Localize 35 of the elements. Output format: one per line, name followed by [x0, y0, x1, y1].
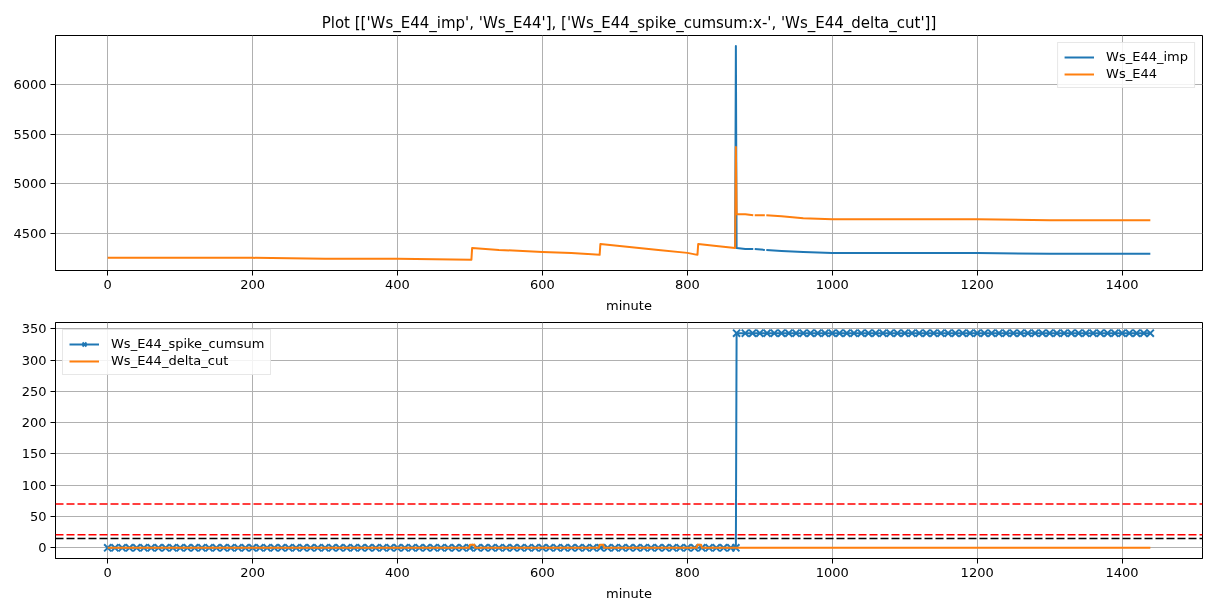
y-tick-label: 0 [38, 540, 47, 556]
x-tick-label: 600 [530, 564, 555, 580]
y-tick-label: 100 [21, 477, 47, 493]
x-tick-label: 1200 [960, 564, 994, 580]
x-tick-label: 800 [674, 276, 700, 292]
legend-label: Ws_E44 [1106, 66, 1157, 81]
legend-label: Ws_E44_delta_cut [111, 353, 229, 368]
y-tick-label: 150 [21, 446, 47, 462]
x-tick-label: 400 [385, 564, 410, 580]
x-tick-label: 800 [674, 564, 700, 580]
y-tick-label: 6000 [13, 77, 47, 93]
x-tick-label: 1400 [1105, 276, 1139, 292]
x-axis-title: minute [606, 585, 652, 601]
x-tick-label: 400 [385, 276, 410, 292]
x-tick-label: 200 [240, 564, 266, 580]
x-axis-title: minute [606, 297, 652, 313]
y-tick-label: 300 [21, 352, 47, 368]
y-tick-label: 5000 [13, 176, 47, 192]
chart-title: Plot [['Ws_E44_imp', 'Ws_E44'], ['Ws_E44_spike_cumsum:x-', 'Ws_E44_delta_cut']] [321, 13, 937, 33]
y-tick-label: 4500 [13, 225, 47, 241]
x-tick-label: 1000 [815, 564, 849, 580]
x-tick-label: 0 [103, 564, 112, 580]
y-tick-label: 5500 [13, 126, 47, 142]
y-tick-label: 250 [21, 383, 47, 399]
x-tick-label: 1000 [815, 276, 849, 292]
x-tick-label: 0 [103, 276, 112, 292]
y-tick-label: 350 [21, 321, 47, 337]
x-tick-label: 1200 [960, 276, 994, 292]
x-tick-label: 200 [240, 276, 266, 292]
legend-label: Ws_E44_imp [1106, 49, 1188, 64]
x-tick-label: 1400 [1105, 564, 1139, 580]
y-tick-label: 50 [29, 509, 47, 525]
x-tick-label: 600 [530, 276, 555, 292]
legend-label: Ws_E44_spike_cumsum [111, 336, 265, 351]
y-tick-label: 200 [21, 415, 47, 431]
